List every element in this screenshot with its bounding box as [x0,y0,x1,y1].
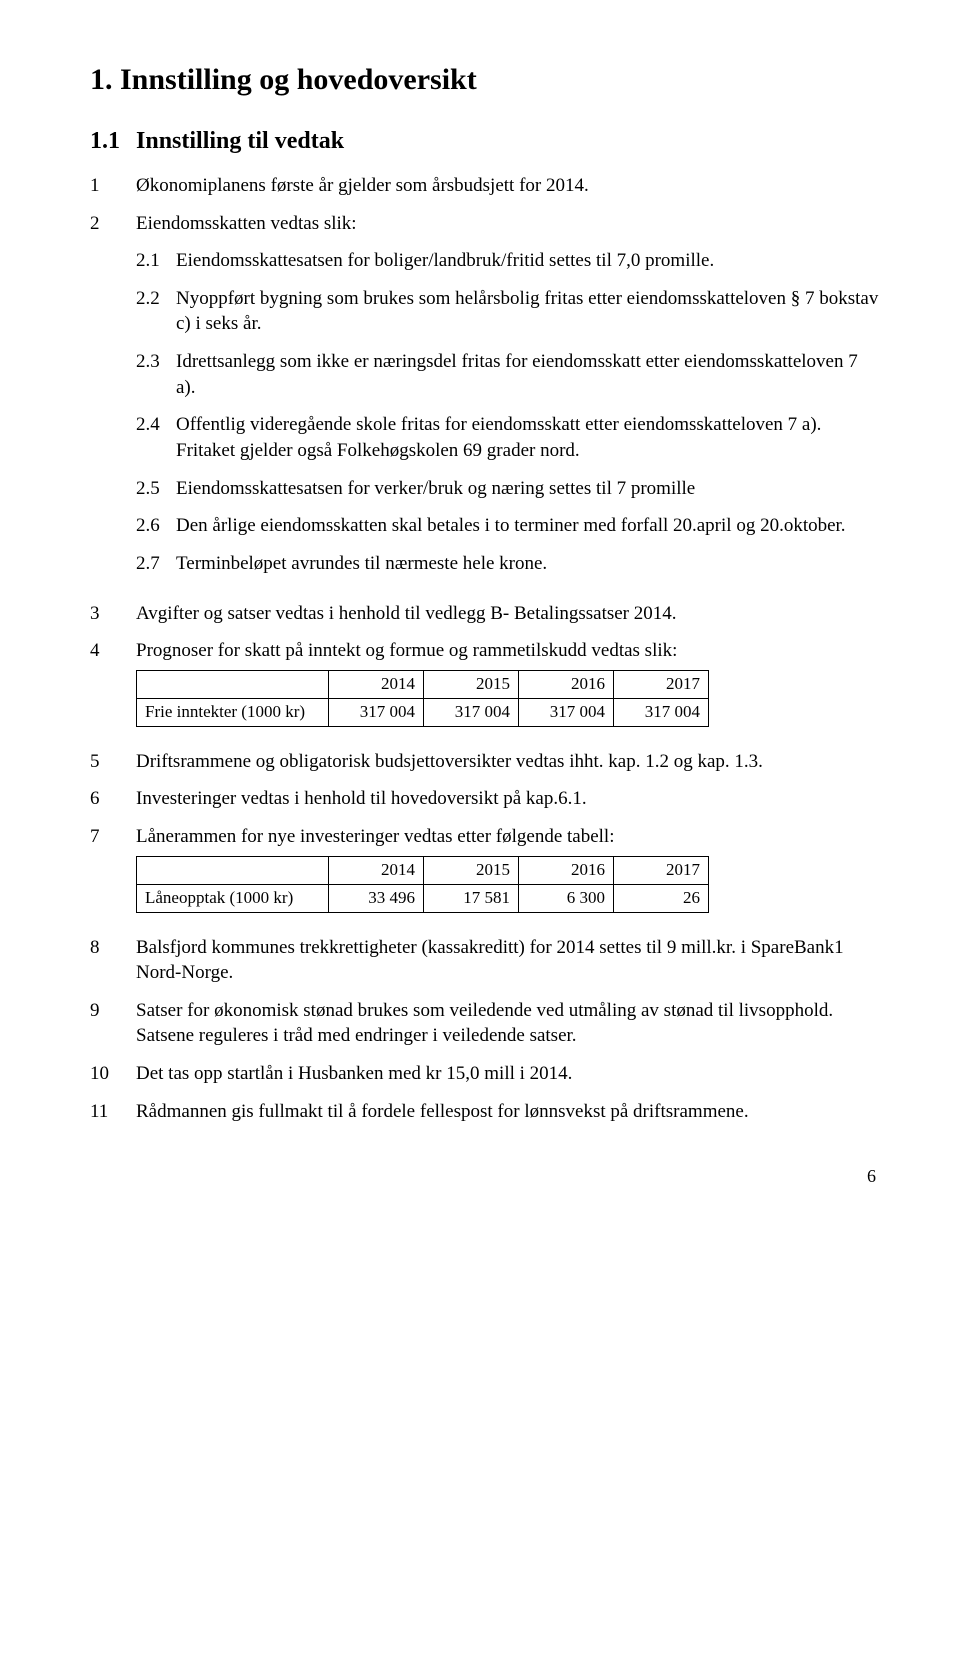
list-number: 7 [90,824,136,923]
sublist-number: 2.5 [136,476,176,502]
table-cell: 6 300 [519,884,614,912]
sublist-number: 2.7 [136,551,176,577]
list-number: 4 [90,638,136,737]
list-number: 10 [90,1061,136,1087]
list-text: Det tas opp startlån i Husbanken med kr … [136,1061,880,1087]
sublist-number: 2.4 [136,412,176,463]
list-text: Eiendomsskatten vedtas slik: [136,211,880,237]
sublist-text: Eiendomsskattesatsen for verker/bruk og … [176,476,880,502]
table-header: 2014 [329,670,424,698]
table-row: Frie inntekter (1000 kr) 317 004 317 004… [137,698,709,726]
list-number: 9 [90,998,136,1049]
table-header: 2016 [519,670,614,698]
table-header-blank [137,670,329,698]
list-text: Lånerammen for nye investeringer vedtas … [136,824,880,850]
sublist-text: Den årlige eiendomsskatten skal betales … [176,513,880,539]
list-number: 3 [90,601,136,627]
table-header-blank [137,856,329,884]
page-number: 6 [90,1164,880,1188]
table-header: 2015 [424,856,519,884]
sublist-text: Eiendomsskattesatsen for boliger/landbru… [176,248,880,274]
list-number: 8 [90,935,136,986]
sublist-number: 2.3 [136,349,176,400]
list-text: Satser for økonomisk stønad brukes som v… [136,998,880,1049]
list-text: Balsfjord kommunes trekkrettigheter (kas… [136,935,880,986]
table-cell: 317 004 [614,698,709,726]
list-text: Investeringer vedtas i henhold til hoved… [136,786,880,812]
table-row-label: Frie inntekter (1000 kr) [137,698,329,726]
list-number: 2 [90,211,136,237]
list-text: Prognoser for skatt på inntekt og formue… [136,638,880,664]
table-cell: 33 496 [329,884,424,912]
loan-table: 2014 2015 2016 2017 Låneopptak (1000 kr)… [136,856,709,913]
sublist-number: 2.6 [136,513,176,539]
table-header: 2017 [614,856,709,884]
list-spacer [90,248,136,588]
list-text: Rådmannen gis fullmakt til å fordele fel… [136,1099,880,1125]
sublist-text: Nyoppført bygning som brukes som helårsb… [176,286,880,337]
table-cell: 317 004 [424,698,519,726]
table-cell: 26 [614,884,709,912]
sublist-text: Terminbeløpet avrundes til nærmeste hele… [176,551,880,577]
table-cell: 317 004 [519,698,614,726]
table-row: Låneopptak (1000 kr) 33 496 17 581 6 300… [137,884,709,912]
section-number: 1.1 [90,125,136,157]
sublist-number: 2.1 [136,248,176,274]
page-heading-1: 1. Innstilling og hovedoversikt [90,60,880,101]
table-cell: 317 004 [329,698,424,726]
list-text: Driftsrammene og obligatorisk budsjettov… [136,749,880,775]
table-header: 2016 [519,856,614,884]
list-text: Økonomiplanens første år gjelder som års… [136,173,880,199]
revenue-table: 2014 2015 2016 2017 Frie inntekter (1000… [136,670,709,727]
sublist-number: 2.2 [136,286,176,337]
section-heading: Innstilling til vedtak [136,125,344,157]
list-number: 5 [90,749,136,775]
list-number: 6 [90,786,136,812]
sublist-text: Idrettsanlegg som ikke er næringsdel fri… [176,349,880,400]
list-number: 11 [90,1099,136,1125]
table-row-label: Låneopptak (1000 kr) [137,884,329,912]
list-text: Avgifter og satser vedtas i henhold til … [136,601,880,627]
table-cell: 17 581 [424,884,519,912]
table-header: 2014 [329,856,424,884]
list-number: 1 [90,173,136,199]
table-header: 2015 [424,670,519,698]
table-header: 2017 [614,670,709,698]
sublist-text: Offentlig videregående skole fritas for … [176,412,880,463]
